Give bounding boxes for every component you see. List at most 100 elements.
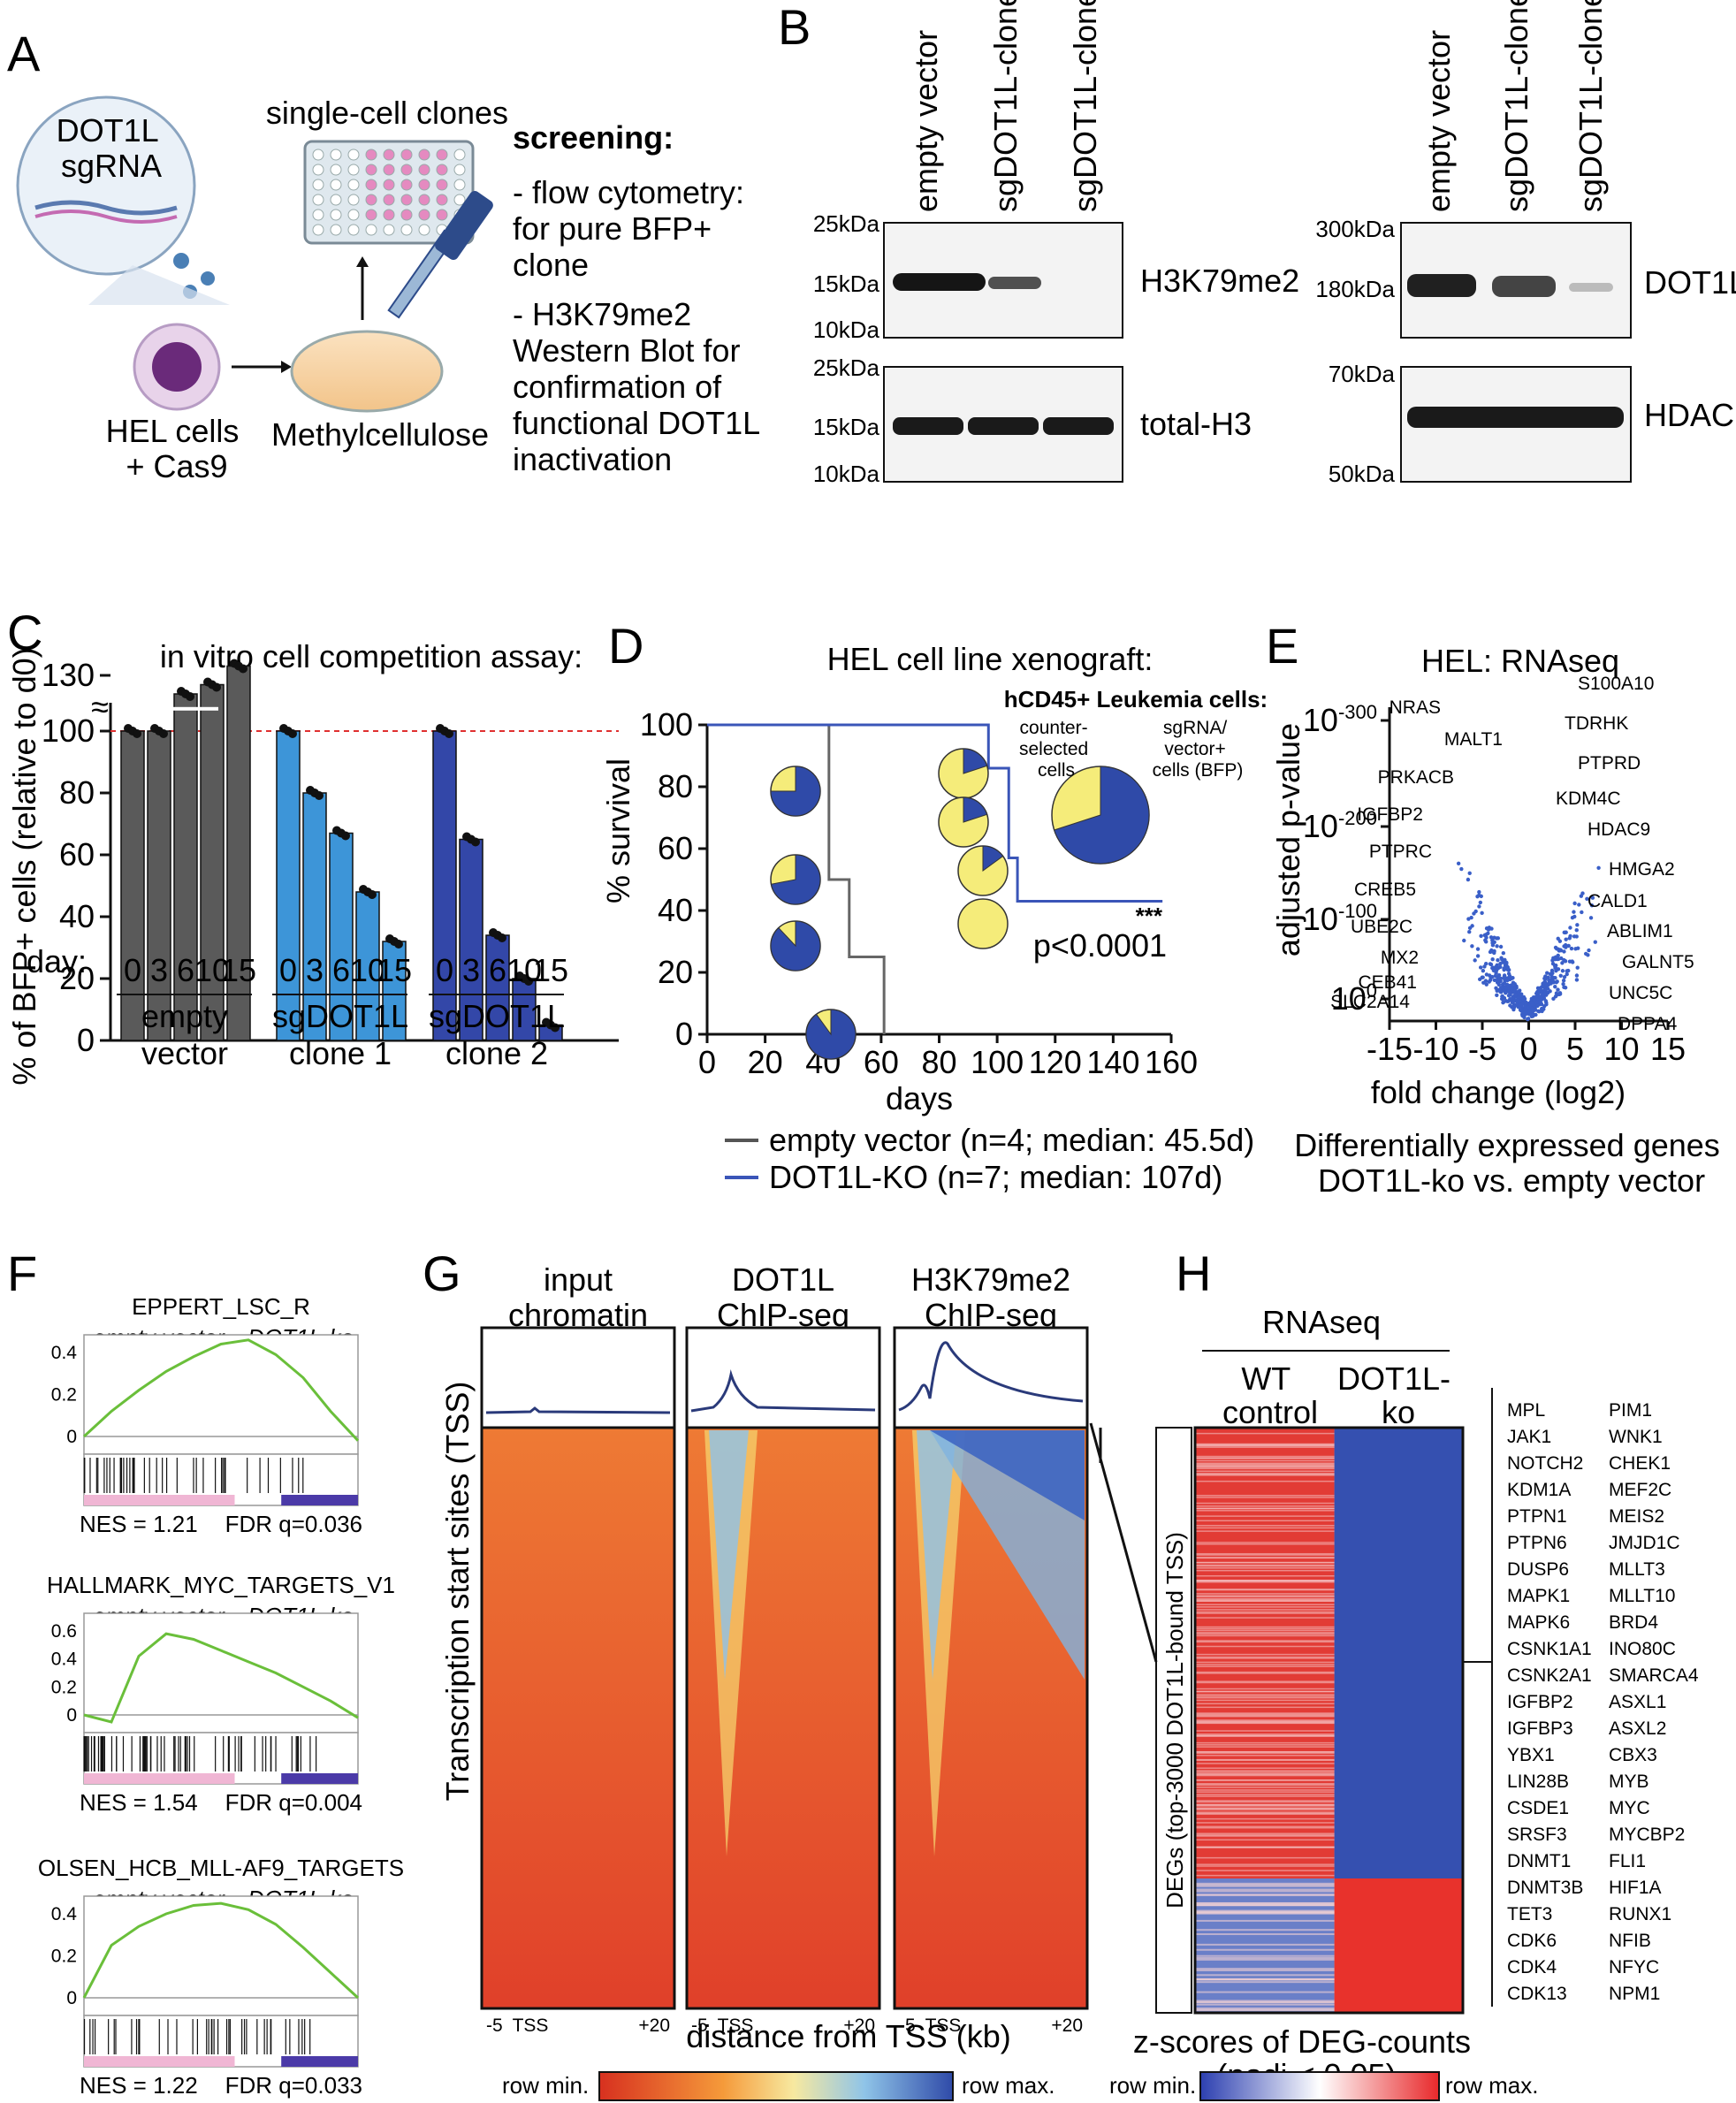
data-point: [341, 831, 350, 841]
x-tick-label: 15: [377, 952, 412, 988]
volcano-point: [1572, 901, 1577, 906]
heatmap-row: [1195, 1470, 1335, 1473]
heatmap-row: [1195, 1801, 1335, 1803]
lane-label-right-2: sgDOT1L-clone1: [1498, 0, 1534, 212]
heatmap-row: [1195, 1690, 1335, 1693]
heatmap-row: [1195, 1446, 1335, 1448]
volcano-point: [1481, 980, 1486, 985]
profile-line: [485, 1406, 671, 1414]
plate-well: [436, 209, 448, 221]
marker-25kda: 25kDa: [813, 210, 880, 237]
volcano-point: [1556, 936, 1560, 941]
heatmap-row: [1195, 1632, 1335, 1634]
volcano-point: [1511, 990, 1516, 994]
blot-label-hdac1: HDAC1: [1644, 397, 1736, 433]
plate-well: [330, 149, 342, 161]
volcano-point: [1586, 953, 1590, 957]
profile-line: [690, 1369, 876, 1413]
heatmap-row: [1195, 1834, 1335, 1836]
inset-left-line: selected: [1019, 739, 1088, 759]
volcano-point: [1499, 956, 1504, 960]
x-tick-label: 140: [1086, 1044, 1139, 1080]
gene-label: PIM1: [1609, 1400, 1652, 1421]
x-tick-label: +20: [638, 2015, 670, 2036]
tick-base: 10: [1303, 808, 1338, 844]
volcano-point: [1470, 924, 1474, 928]
screening-line: clone: [513, 247, 589, 283]
heatmap-h-title: RNAseq: [1262, 1304, 1381, 1340]
x-tick-label: 20: [748, 1044, 783, 1080]
blot-label-h3k79me2: H3K79me2: [1140, 263, 1299, 299]
heatmap-row: [1195, 1969, 1335, 1971]
data-point: [524, 977, 533, 986]
x-tick-label: 15: [1650, 1031, 1686, 1067]
heatmap-row: [1195, 1599, 1335, 1601]
plate-well: [312, 149, 324, 161]
heatmap-row: [1195, 1784, 1335, 1787]
heatmap-row: [1195, 1744, 1335, 1746]
cells-label: HEL cells + Cas9: [106, 413, 248, 484]
plate-well: [347, 149, 360, 161]
heatmap-row: [1195, 1822, 1335, 1824]
cells-line1: HEL cells: [106, 413, 240, 449]
volcano-point: [1498, 979, 1503, 984]
inset-right-line: vector+: [1164, 739, 1225, 759]
heatmap-row: [1195, 1773, 1335, 1776]
x-tick-label: 3: [306, 952, 324, 988]
gene-label: ASXL2: [1609, 1718, 1666, 1739]
screening-line: - flow cytometry:: [513, 174, 744, 210]
volcano-point: [1498, 961, 1503, 966]
heatmap-row: [1195, 1805, 1335, 1807]
heatmap-row: [1195, 1772, 1335, 1775]
blot-band: [893, 417, 963, 435]
plate-well: [453, 149, 466, 161]
tick-base: 10: [1331, 980, 1367, 1017]
heatmap-row: [1195, 1856, 1335, 1859]
heatmap-row: [1195, 1978, 1335, 1981]
y-tick-label: 0: [77, 1022, 95, 1058]
chart-g: input chromatin -5 TSS +20 DOT1L ChIP-seq -5 TSS…: [480, 1261, 1089, 2036]
group-label-line: clone 2: [445, 1035, 548, 1071]
volcano-point: [1504, 986, 1509, 990]
gsea-title: HALLMARK_MYC_TARGETS_V1: [47, 1572, 395, 1598]
heatmap-column-title: H3K79me2 ChIP-seq: [911, 1261, 1070, 1333]
x-tick-label: 10: [1603, 1031, 1639, 1067]
heatmap-row: [1195, 2009, 1335, 2012]
volcano-point: [1545, 971, 1549, 975]
heatmap-row: [1195, 1719, 1335, 1721]
tick-exp: -200: [1338, 807, 1377, 829]
heatmap-row: [1195, 1657, 1335, 1659]
g-scale-min: row min.: [502, 2072, 589, 2099]
volcano-point: [1574, 934, 1579, 939]
y-tick-label: 10-100: [1303, 900, 1377, 937]
volcano-point: [1577, 903, 1581, 907]
gene-label-right: S100A10: [1578, 674, 1654, 694]
heatmap-row: [1195, 1813, 1335, 1815]
volcano-point: [1544, 1002, 1549, 1007]
volcano-point: [1466, 917, 1471, 921]
screening-line: inactivation: [513, 441, 672, 477]
heatmap-row: [1195, 1954, 1335, 1957]
gene-label-left: PRKACB: [1378, 767, 1454, 788]
heatmap-row: [1195, 1645, 1335, 1648]
heatmap-row: [1195, 1721, 1335, 1723]
screening-line: Western Blot for: [513, 332, 740, 369]
group-label-line: empty: [141, 998, 228, 1034]
panel-h: H RNAseq WT control DOT1L- ko DEGs (top-…: [1089, 1246, 1699, 2101]
volcano-point: [1495, 993, 1499, 997]
plate-well: [436, 179, 448, 191]
inset-left-label: counter- selected cells: [1019, 718, 1093, 781]
heatmap-row: [1195, 1640, 1335, 1642]
heatmap-row: [1195, 1653, 1335, 1656]
volcano-point: [1574, 973, 1580, 978]
gsea-title: EPPERT_LSC_R: [132, 1293, 310, 1320]
heatmap-row: [1195, 1681, 1335, 1684]
heatmap-row: [1195, 1626, 1335, 1628]
heatmap-row: [1195, 1589, 1335, 1591]
volcano-point: [1566, 943, 1571, 949]
screening-item-2: - H3K79me2 Western Blot for confirmation…: [513, 296, 768, 477]
nucleus-icon: [152, 342, 202, 392]
tss-signal: [917, 1430, 956, 1680]
heatmap-row: [1195, 1839, 1335, 1841]
